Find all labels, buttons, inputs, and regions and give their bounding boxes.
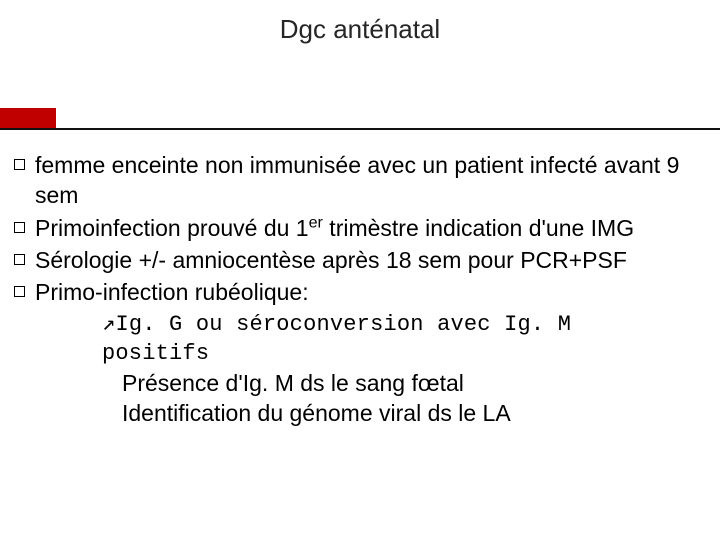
bullet-icon — [14, 254, 25, 265]
bullet-text: Primo-infection rubéolique: — [35, 277, 706, 307]
slide-title: Dgc anténatal — [0, 0, 720, 85]
sub-item: Identification du génome viral ds le LA — [122, 398, 706, 428]
list-item: Primo-infection rubéolique: — [14, 277, 706, 307]
list-item: Sérologie +/- amniocentèse après 18 sem … — [14, 245, 706, 275]
title-underline — [0, 128, 720, 130]
content-area: femme enceinte non immunisée avec un pat… — [14, 150, 706, 429]
bullet-icon — [14, 222, 25, 233]
bullet-text: femme enceinte non immunisée avec un pat… — [35, 150, 706, 211]
bullet-text: Primoinfection prouvé du 1er trimèstre i… — [35, 213, 706, 243]
list-item: Primoinfection prouvé du 1er trimèstre i… — [14, 213, 706, 243]
sub-item: ↗Ig. G ou séroconversion avec Ig. M posi… — [102, 310, 686, 368]
bullet-icon — [14, 286, 25, 297]
bullet-text: Sérologie +/- amniocentèse après 18 sem … — [35, 245, 706, 275]
bullet-icon — [14, 159, 25, 170]
sub-item: Présence d'Ig. M ds le sang fœtal — [122, 368, 706, 398]
sub-list: ↗Ig. G ou séroconversion avec Ig. M posi… — [14, 310, 706, 429]
list-item: femme enceinte non immunisée avec un pat… — [14, 150, 706, 211]
accent-bar — [0, 108, 56, 128]
